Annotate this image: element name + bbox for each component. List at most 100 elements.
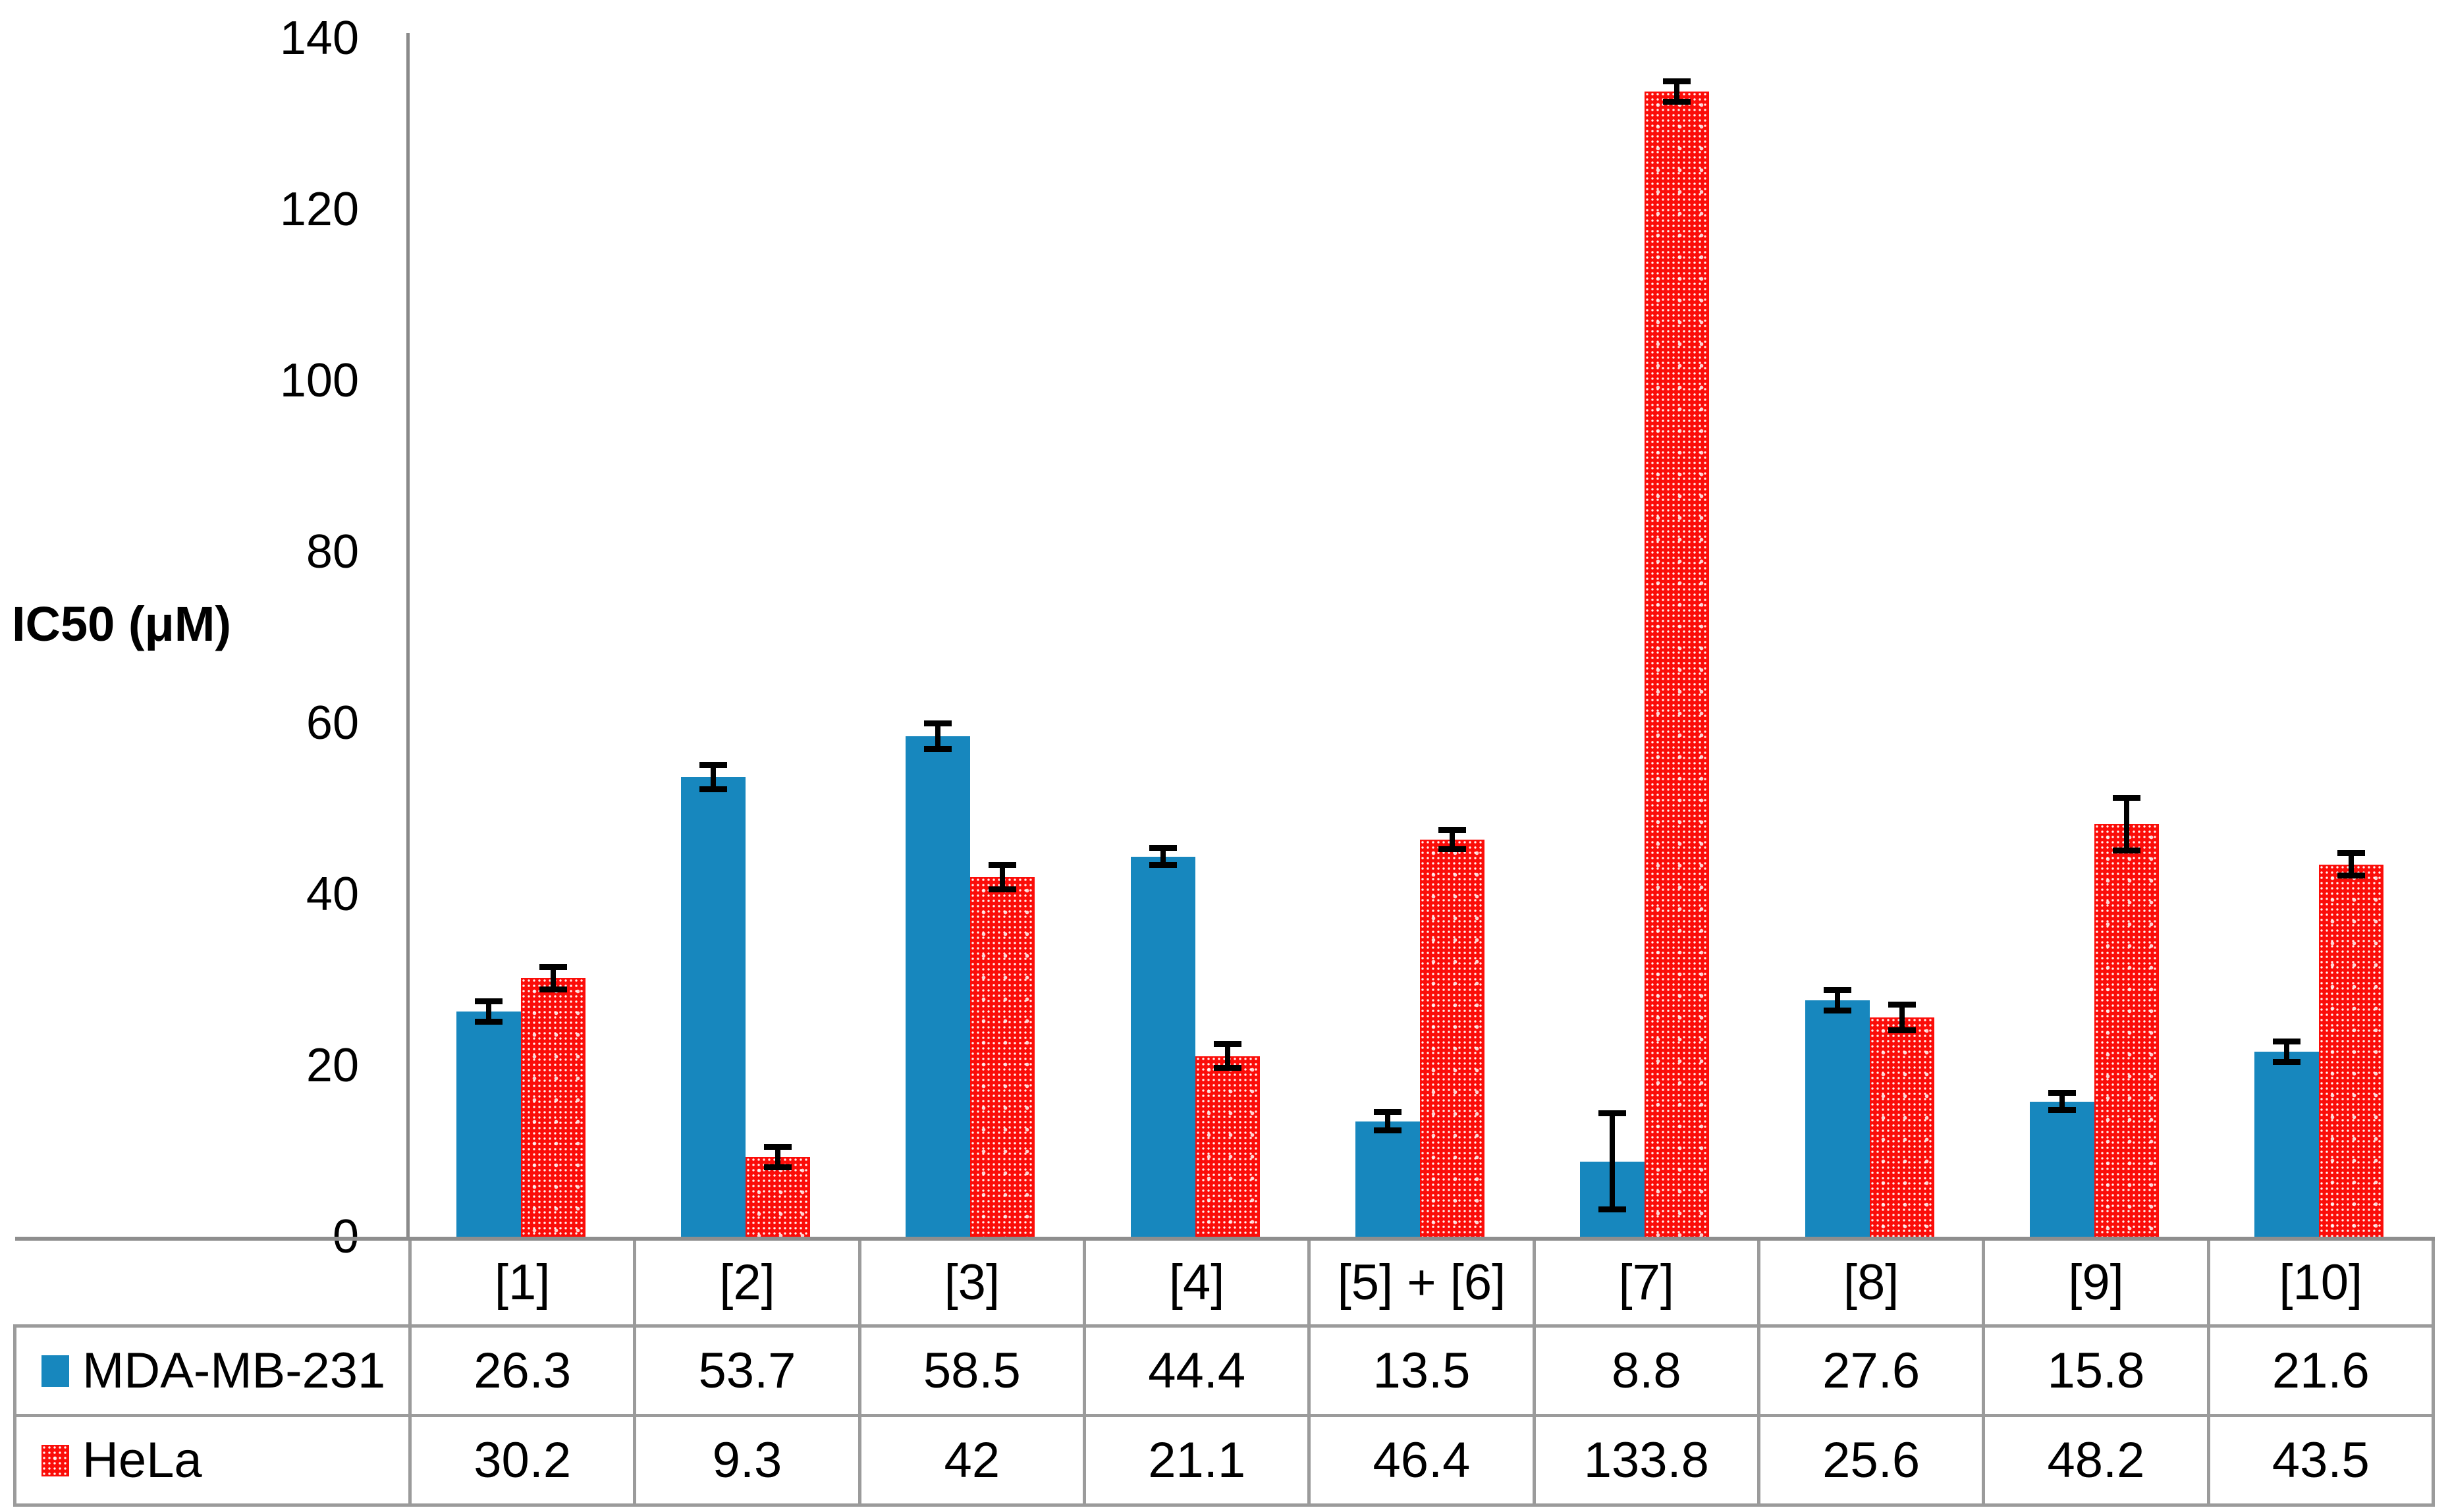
category-label-8: [9] bbox=[1982, 1237, 2210, 1328]
error-bar-mda-mb-231-5 bbox=[1384, 1112, 1390, 1131]
error-bar-mda-mb-231-4 bbox=[1160, 848, 1166, 865]
error-bar-mda-mb-231-1 bbox=[485, 1001, 491, 1022]
error-cap-bottom-hela-9 bbox=[2337, 872, 2366, 878]
error-cap-top-mda-mb-231-1 bbox=[474, 998, 503, 1004]
category-label-9: [10] bbox=[2206, 1237, 2435, 1328]
bar-mda-mb-231-8 bbox=[2029, 1101, 2094, 1237]
error-cap-bottom-hela-8 bbox=[2112, 848, 2140, 854]
value-mda-mb-231-1: 26.3 bbox=[408, 1324, 637, 1417]
error-cap-bottom-mda-mb-231-7 bbox=[1823, 1008, 1851, 1014]
y-axis-line bbox=[406, 33, 410, 1237]
category-header-row: [1] [2] [3] [4] [5] + [6] [7] [8] [9] [10] bbox=[14, 1237, 2435, 1328]
error-bar-hela-8 bbox=[2123, 797, 2129, 851]
bar-hela-4 bbox=[1195, 1056, 1260, 1237]
error-cap-top-hela-5 bbox=[1438, 827, 1466, 833]
bar-hela-7 bbox=[1869, 1017, 1934, 1237]
category-label-4: [4] bbox=[1082, 1237, 1311, 1328]
bar-hela-8 bbox=[2094, 824, 2159, 1237]
value-hela-1: 30.2 bbox=[408, 1414, 637, 1507]
value-hela-8: 48.2 bbox=[1982, 1414, 2210, 1507]
value-hela-2: 9.3 bbox=[633, 1414, 861, 1507]
value-mda-mb-231-2: 53.7 bbox=[633, 1324, 861, 1417]
error-bar-mda-mb-231-3 bbox=[935, 723, 941, 749]
value-mda-mb-231-9: 21.6 bbox=[2206, 1324, 2435, 1417]
value-mda-mb-231-3: 58.5 bbox=[858, 1324, 1086, 1417]
error-bar-mda-mb-231-2 bbox=[710, 765, 716, 790]
y-tick-label-100: 100 bbox=[279, 354, 359, 407]
category-label-5: [5] + [6] bbox=[1307, 1237, 1536, 1328]
error-cap-top-mda-mb-231-3 bbox=[924, 720, 952, 726]
error-cap-bottom-hela-4 bbox=[1213, 1065, 1241, 1071]
bar-mda-mb-231-5 bbox=[1355, 1121, 1420, 1237]
error-cap-bottom-mda-mb-231-4 bbox=[1149, 862, 1177, 869]
error-cap-top-mda-mb-231-4 bbox=[1149, 845, 1177, 851]
y-tick-label-80: 80 bbox=[306, 526, 359, 578]
value-hela-3: 42 bbox=[858, 1414, 1086, 1507]
error-bar-hela-9 bbox=[2349, 853, 2355, 876]
error-cap-top-hela-8 bbox=[2112, 794, 2140, 801]
error-cap-bottom-hela-3 bbox=[989, 886, 1017, 892]
legend-swatch-hela-icon bbox=[41, 1444, 69, 1476]
table-row-hela: HeLa 30.2 9.3 42 21.1 46.4 133.8 25.6 48.2 43.5 bbox=[13, 1414, 2435, 1507]
error-bar-mda-mb-231-9 bbox=[2284, 1041, 2290, 1062]
bar-mda-mb-231-4 bbox=[1130, 856, 1195, 1237]
error-bar-hela-5 bbox=[1449, 830, 1455, 850]
value-mda-mb-231-5: 13.5 bbox=[1307, 1324, 1536, 1417]
error-bar-hela-4 bbox=[1224, 1044, 1230, 1068]
bar-mda-mb-231-9 bbox=[2254, 1052, 2320, 1237]
value-mda-mb-231-7: 27.6 bbox=[1756, 1324, 1986, 1417]
error-cap-bottom-mda-mb-231-2 bbox=[699, 786, 727, 792]
error-bar-hela-2 bbox=[775, 1147, 780, 1168]
category-label-2: [2] bbox=[633, 1237, 861, 1328]
error-bar-hela-6 bbox=[1674, 81, 1680, 102]
error-cap-bottom-mda-mb-231-1 bbox=[474, 1019, 503, 1025]
bar-hela-9 bbox=[2319, 864, 2384, 1237]
error-cap-top-hela-7 bbox=[1888, 1002, 1916, 1008]
error-cap-bottom-hela-1 bbox=[539, 986, 567, 992]
category-label-3: [3] bbox=[858, 1237, 1086, 1328]
error-cap-bottom-hela-2 bbox=[763, 1164, 792, 1171]
value-mda-mb-231-6: 8.8 bbox=[1532, 1324, 1760, 1417]
error-cap-bottom-mda-mb-231-6 bbox=[1598, 1206, 1627, 1212]
bar-mda-mb-231-3 bbox=[906, 736, 971, 1237]
error-cap-bottom-mda-mb-231-9 bbox=[2273, 1059, 2301, 1066]
value-mda-mb-231-4: 44.4 bbox=[1082, 1324, 1311, 1417]
category-label-1: [1] bbox=[408, 1237, 637, 1328]
error-cap-top-mda-mb-231-6 bbox=[1598, 1110, 1627, 1117]
category-label-7: [8] bbox=[1756, 1237, 1986, 1328]
value-hela-9: 43.5 bbox=[2206, 1414, 2435, 1507]
bar-mda-mb-231-1 bbox=[456, 1012, 521, 1237]
table-row-mda-mb-231: MDA-MB-231 26.3 53.7 58.5 44.4 13.5 8.8 27.6 15.… bbox=[13, 1324, 2435, 1417]
error-cap-top-mda-mb-231-2 bbox=[699, 762, 727, 769]
legend-label-mda-mb-231: MDA-MB-231 bbox=[82, 1343, 386, 1399]
value-hela-4: 21.1 bbox=[1082, 1414, 1311, 1507]
bar-hela-2 bbox=[745, 1157, 810, 1237]
bar-mda-mb-231-7 bbox=[1805, 1000, 1870, 1237]
value-hela-5: 46.4 bbox=[1307, 1414, 1536, 1507]
error-cap-bottom-hela-5 bbox=[1438, 846, 1466, 852]
error-cap-top-hela-6 bbox=[1663, 78, 1691, 84]
y-tick-label-60: 60 bbox=[306, 697, 359, 749]
error-cap-top-hela-2 bbox=[763, 1144, 792, 1150]
legend-cell-mda-mb-231: MDA-MB-231 bbox=[13, 1324, 412, 1417]
corner-cell bbox=[14, 1237, 410, 1326]
y-tick-label-120: 120 bbox=[279, 183, 359, 236]
bar-hela-1 bbox=[520, 978, 585, 1237]
error-cap-top-hela-4 bbox=[1213, 1041, 1241, 1047]
error-bar-hela-7 bbox=[1899, 1004, 1905, 1031]
error-cap-top-mda-mb-231-5 bbox=[1373, 1108, 1402, 1115]
error-cap-top-mda-mb-231-7 bbox=[1823, 987, 1851, 994]
value-hela-7: 25.6 bbox=[1756, 1414, 1986, 1507]
error-cap-top-hela-1 bbox=[539, 964, 567, 970]
error-bar-mda-mb-231-8 bbox=[2059, 1093, 2065, 1110]
error-cap-bottom-mda-mb-231-3 bbox=[924, 745, 952, 752]
error-cap-bottom-mda-mb-231-8 bbox=[2048, 1107, 2076, 1114]
legend-label-hela: HeLa bbox=[82, 1432, 202, 1488]
bar-mda-mb-231-2 bbox=[680, 776, 746, 1237]
value-mda-mb-231-8: 15.8 bbox=[1982, 1324, 2210, 1417]
y-axis-title: IC50 (μM) bbox=[12, 597, 232, 651]
error-bar-mda-mb-231-6 bbox=[1610, 1113, 1616, 1210]
bar-hela-3 bbox=[970, 877, 1035, 1237]
error-cap-top-mda-mb-231-8 bbox=[2048, 1090, 2076, 1096]
